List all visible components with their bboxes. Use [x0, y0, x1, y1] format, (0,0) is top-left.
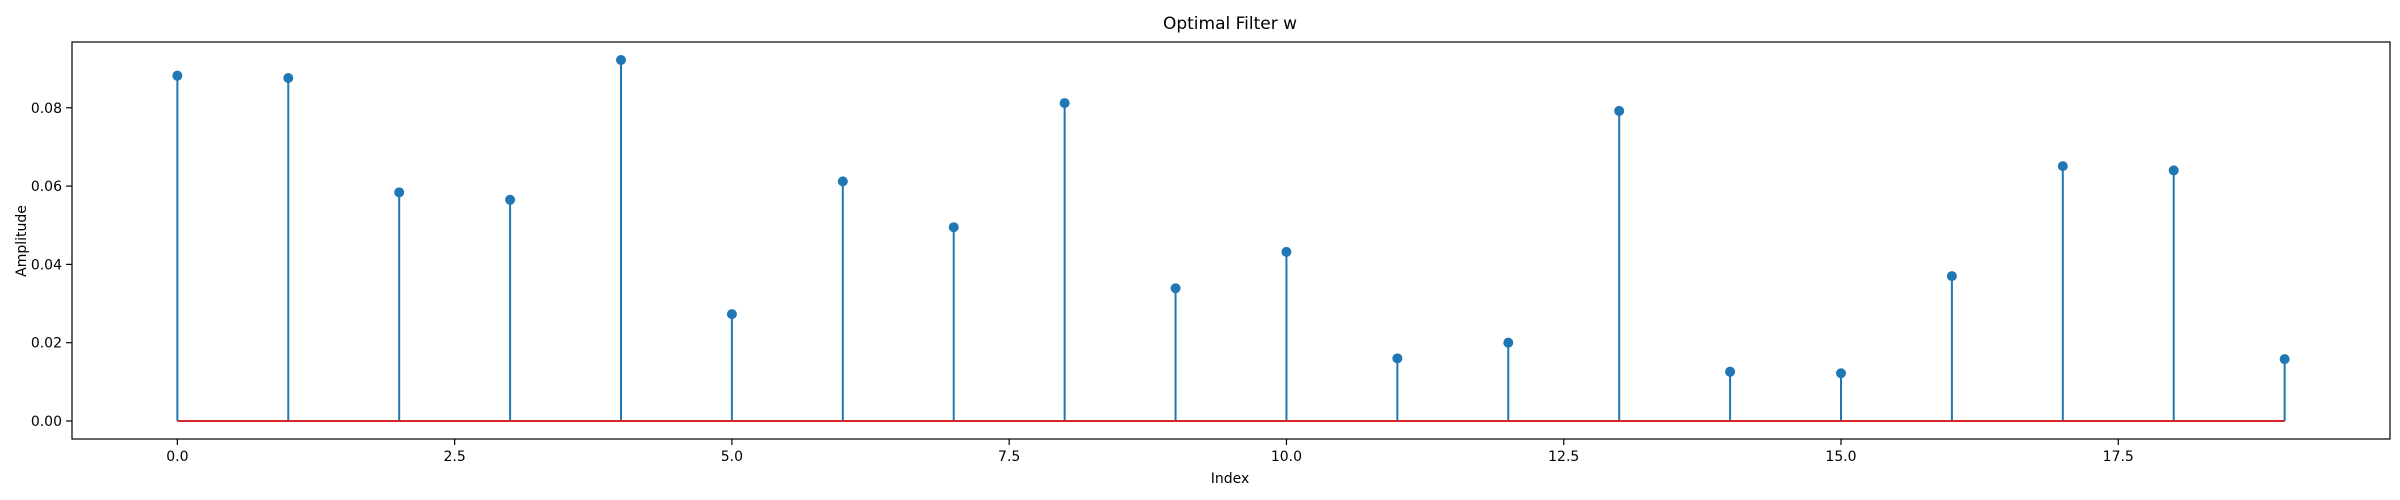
chart-title: Optimal Filter w: [1163, 14, 1297, 34]
stem-marker: [1836, 368, 1846, 379]
x-tick-label: 12.5: [1548, 449, 1579, 465]
plot-area: 0.0 2.5 5.0 7.5 10.0 12.5 15.0 17.5 0.00 0.02 0.04…: [31, 41, 2391, 465]
stem-marker: [2168, 165, 2179, 176]
stem-marker: [726, 309, 737, 320]
stem-marker: [1170, 283, 1181, 294]
y-tick-label: 0.04: [31, 257, 62, 273]
stem-marker: [1503, 337, 1514, 348]
stem-marker: [948, 222, 959, 233]
x-tick-label: 2.5: [444, 449, 466, 465]
y-tick-label: 0.02: [31, 336, 62, 352]
x-axis-label: Index: [1211, 471, 1250, 487]
stem-marker: [394, 187, 405, 198]
stem-marker: [1946, 271, 1957, 282]
stem-marker: [1392, 353, 1403, 364]
stem-marker: [1281, 246, 1292, 257]
x-tick-label: 10.0: [1271, 449, 1302, 465]
y-tick-label: 0.00: [31, 414, 62, 430]
stem-marker: [283, 73, 294, 84]
stem-marker: [837, 176, 848, 187]
stem-marker: [2057, 161, 2068, 172]
stem-marker: [616, 55, 626, 66]
x-tick-label: 17.5: [2103, 449, 2134, 465]
y-axis-label: Amplitude: [14, 205, 30, 277]
stem-marker: [1059, 98, 1070, 109]
stem-marker: [505, 194, 516, 205]
x-tick-label: 5.0: [721, 449, 743, 465]
stem-marker: [1614, 105, 1625, 116]
plot-frame: [71, 41, 2391, 440]
y-tick-label: 0.06: [31, 179, 62, 195]
stem-marker: [1725, 366, 1736, 377]
x-tick-label: 0.0: [166, 449, 188, 465]
x-tick-label: 15.0: [1825, 449, 1856, 465]
stem-marker: [172, 70, 183, 81]
stem-marker: [2279, 354, 2290, 365]
x-tick-label: 7.5: [998, 449, 1020, 465]
y-tick-label: 0.08: [31, 101, 62, 117]
